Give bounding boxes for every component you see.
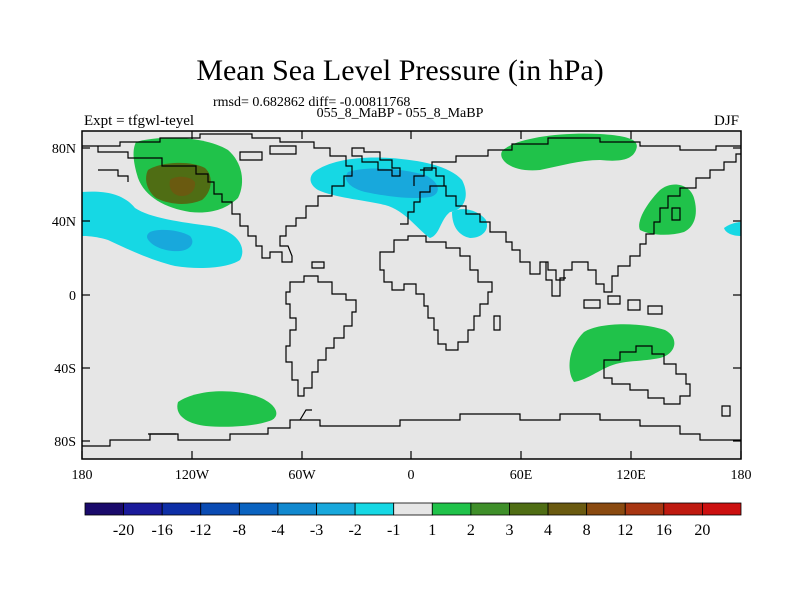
coast-japan (671, 207, 681, 221)
lon-label: 180 (72, 468, 93, 483)
latitude-ticks (82, 147, 741, 442)
colorbar-swatch (624, 502, 665, 516)
colorbar-swatch (393, 502, 433, 516)
coast-new-zealand (721, 405, 731, 417)
lat-label: 80S (54, 435, 76, 450)
colorbar-label: -12 (190, 522, 211, 539)
longitude-ticks (81, 131, 742, 459)
lon-label: 120W (175, 468, 210, 483)
coast-north-america (82, 133, 353, 263)
experiment-label: Expt = tfgwl-teyel (84, 113, 195, 129)
lon-label: 60W (288, 468, 316, 483)
lat-label: 40N (52, 215, 76, 230)
colorbar-label: 3 (505, 522, 513, 539)
lon-label: 60E (510, 468, 533, 483)
colorbar-swatch (586, 502, 626, 516)
coast-scandinavia (413, 167, 445, 186)
colorbar-label: 2 (467, 522, 475, 539)
colorbar-label: -1 (387, 522, 400, 539)
colorbar-label: 1 (428, 522, 436, 539)
coast-africa (379, 235, 493, 351)
coast-australia (603, 345, 691, 405)
lat-label: 0 (69, 289, 76, 304)
colorbar-label: -2 (348, 522, 361, 539)
rmsd-diff-stats: rmsd= 0.682862 diff= -0.00811768 (213, 95, 411, 110)
colorbar-swatch (663, 502, 703, 516)
colorbar-labels: -20 -16 -12 -8 -4 -3 -2 -1 1 2 3 4 8 12 16 20 (113, 522, 710, 539)
coastlines (82, 133, 741, 447)
coast-south-america (285, 275, 357, 397)
lat-label: 80N (52, 142, 76, 157)
colorbar (84, 502, 742, 516)
lon-label: 180 (731, 468, 752, 483)
coast-madagascar (493, 315, 501, 331)
anomaly-positive-north-pacific-peak (169, 176, 196, 196)
colorbar-label: -16 (152, 522, 173, 539)
colorbar-label: 8 (583, 522, 591, 539)
colorbar-label: -8 (233, 522, 246, 539)
coast-alaska (98, 169, 129, 182)
colorbar-swatch (354, 502, 395, 516)
colorbar-label: -3 (310, 522, 323, 539)
longitude-labels: 180 120W 60W 0 60E 120E 180 (72, 468, 752, 483)
lat-label: 40S (54, 362, 76, 377)
colorbar-label: -20 (113, 522, 134, 539)
colorbar-swatch (470, 502, 510, 516)
coast-india (545, 262, 566, 297)
lon-label: 120E (616, 468, 646, 483)
colorbar-label: 12 (617, 522, 633, 539)
coast-caribbean (311, 261, 325, 269)
latitude-labels: 80N 40N 0 40S 80S (52, 142, 76, 450)
colorbar-swatch (702, 502, 742, 516)
anomaly-positive-australia (569, 324, 675, 382)
colorbar-swatch (238, 502, 279, 516)
coast-antarctic-peninsula (148, 409, 312, 435)
coast-greenland (351, 147, 401, 177)
coast-arctic-islands (239, 145, 297, 161)
colorbar-swatch (200, 502, 240, 516)
colorbar-swatch (277, 502, 317, 516)
experiment-subtitle: 055_8_MaBP - 055_8_MaBP (316, 106, 484, 121)
coast-eurasia (400, 153, 741, 293)
season-label: DJF (713, 113, 739, 129)
coast-se-asia-islands (583, 295, 663, 315)
lon-label: 0 (408, 468, 415, 483)
anomaly-positive-southern-pacific (177, 391, 277, 427)
colorbar-swatch (123, 502, 163, 516)
colorbar-swatch (509, 502, 549, 516)
coast-arctic-russia (420, 137, 741, 171)
anomaly-negative-pacific-band (82, 191, 243, 268)
colorbar-swatch (84, 502, 124, 516)
colorbar-label: 4 (544, 522, 552, 539)
colorbar-label: -4 (271, 522, 284, 539)
anomaly-positive-japan (639, 184, 696, 235)
anomaly-negative-east-pacific (724, 222, 741, 236)
colorbar-swatch (316, 502, 356, 516)
map-title: Mean Sea Level Pressure (in hPa) (196, 54, 604, 87)
colorbar-label: 20 (694, 522, 710, 539)
coast-antarctica (82, 413, 741, 447)
anomaly-negative-mediterranean (452, 209, 488, 238)
colorbar-swatch (431, 502, 472, 516)
colorbar-label: 16 (656, 522, 672, 539)
pressure-anomaly-field (82, 133, 741, 427)
anomaly-negative-pacific-core (147, 229, 193, 252)
colorbar-swatch (161, 502, 202, 516)
anomaly-positive-siberia (501, 133, 637, 171)
colorbar-swatch (547, 502, 588, 516)
